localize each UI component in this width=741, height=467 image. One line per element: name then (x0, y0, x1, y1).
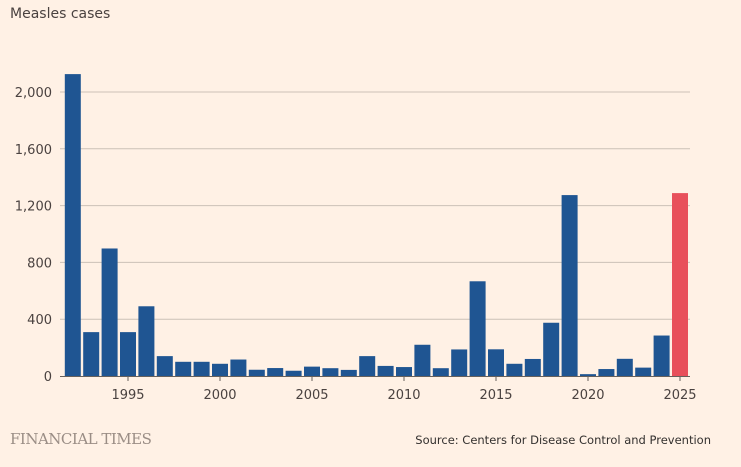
bar-1999 (193, 361, 210, 376)
y-tick-label: 1,200 (15, 200, 52, 215)
bar-2006 (322, 368, 339, 376)
bar-2014 (469, 281, 486, 376)
bar-1995 (120, 332, 136, 376)
bar-2022 (616, 358, 633, 376)
x-tick-label: 2005 (295, 388, 328, 403)
bar-1997 (156, 356, 173, 376)
bar-1994 (101, 248, 118, 376)
bar-2020 (580, 374, 596, 376)
bar-2008 (359, 356, 376, 376)
source-note: Source: Centers for Disease Control and … (415, 433, 711, 447)
bar-1998 (175, 361, 192, 376)
bar-2024 (653, 335, 670, 376)
bar-2005 (304, 366, 320, 376)
x-tick-label: 2010 (387, 388, 420, 403)
bar-2003 (267, 368, 284, 376)
bar-2007 (340, 369, 357, 376)
y-tick-label: 400 (27, 313, 52, 328)
x-tick-label: 2020 (571, 388, 604, 403)
bar-2002 (248, 369, 265, 376)
bar-2021 (598, 369, 615, 376)
bar-2000 (212, 363, 228, 376)
bar-2019 (561, 195, 578, 376)
bar-1992 (64, 74, 81, 376)
x-tick-label: 2015 (479, 388, 512, 403)
bar-2012 (432, 368, 449, 376)
x-tick-label: 2025 (663, 388, 696, 403)
bar-2010 (396, 367, 412, 376)
bar-2023 (635, 367, 652, 376)
bar-2011 (414, 344, 431, 376)
y-tick-label: 1,600 (15, 143, 52, 158)
bar-2017 (524, 358, 541, 376)
bar-2004 (285, 370, 302, 376)
y-tick-label: 800 (27, 256, 52, 271)
x-tick-label: 1995 (111, 388, 144, 403)
ft-logo: FINANCIAL TIMES (10, 430, 152, 448)
bar-2001 (230, 359, 247, 376)
y-tick-label: 0 (44, 370, 52, 385)
x-tick-label: 2000 (203, 388, 236, 403)
y-tick-label: 2,000 (15, 86, 52, 101)
bar-1993 (83, 332, 100, 376)
bar-2018 (543, 322, 560, 376)
bar-2025 (672, 193, 688, 376)
chart-title: Measles cases (10, 6, 111, 22)
bar-1996 (138, 306, 155, 376)
bar-2015 (488, 349, 504, 376)
bar-2016 (506, 363, 523, 376)
bar-2013 (451, 349, 468, 376)
bar-2009 (377, 365, 394, 376)
